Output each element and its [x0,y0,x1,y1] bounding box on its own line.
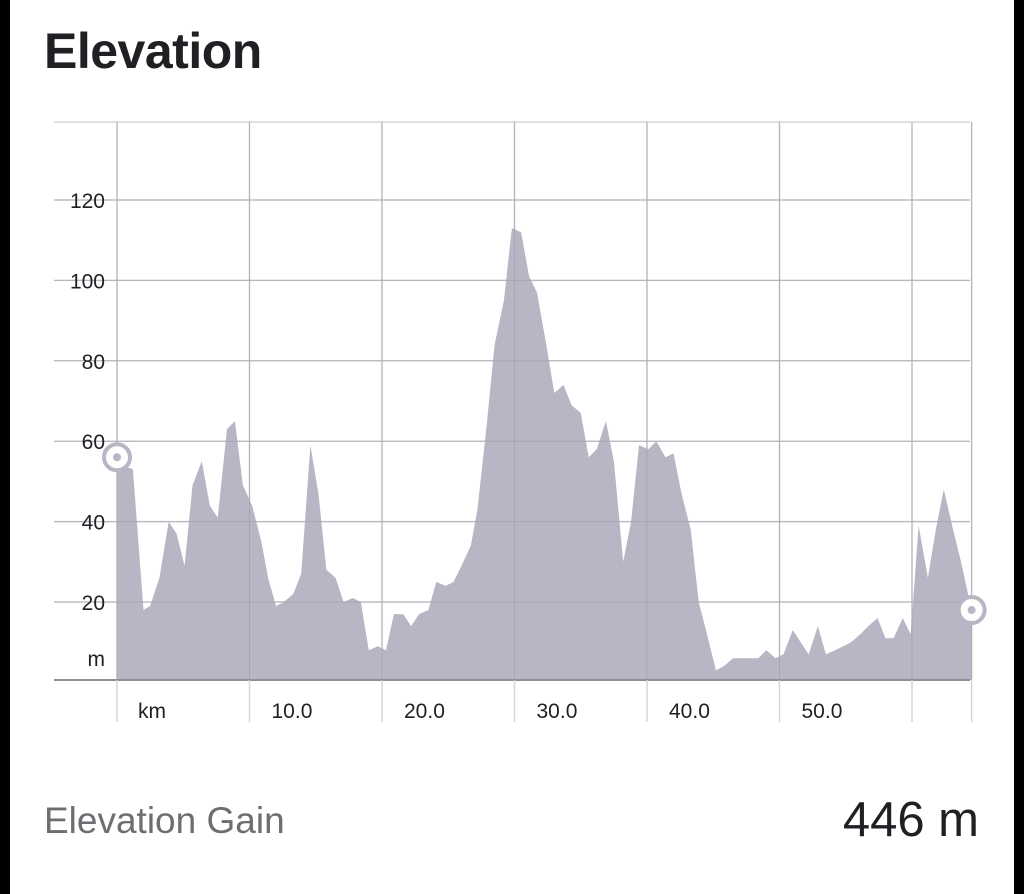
y-tick-label: 80 [82,351,105,374]
chart-title: Elevation [44,23,262,79]
x-tick-label: 50.0 [802,700,843,723]
tick-labels: 20 40 60 80 100 120 m km 10.0 20.0 30.0 40.0 50.0 [70,190,842,723]
y-tick-label: 60 [82,431,105,454]
x-unit-label: km [138,700,166,723]
markers[interactable] [102,442,987,626]
x-tick-label: 10.0 [272,700,313,723]
x-tick-label: 40.0 [669,700,710,723]
x-tick-label: 20.0 [404,700,445,723]
end-marker-dot [967,606,976,615]
y-tick-label: 20 [82,592,105,615]
axes [54,679,973,722]
elevation-gain-label: Elevation Gain [44,800,285,841]
y-unit-label: m [88,648,106,671]
start-marker-dot [113,453,121,462]
elevation-gain-value: 446 m [842,793,979,847]
y-tick-label: 100 [70,270,105,293]
elevation-area-layer [54,122,973,680]
y-tick-label: 120 [70,190,105,213]
y-tick-label: 40 [82,512,105,535]
x-tick-label: 30.0 [537,700,578,723]
elevation-area [117,228,972,680]
